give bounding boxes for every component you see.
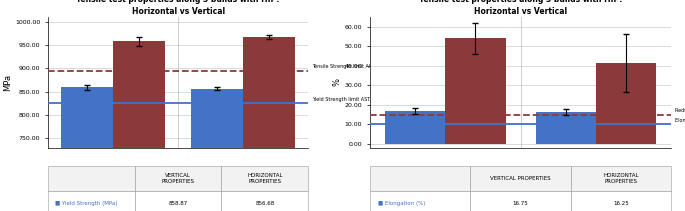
Bar bbox=[191, 88, 243, 211]
Y-axis label: %: % bbox=[333, 78, 342, 86]
Title: Tensile test properties along 3 builds with HIP:
Horizontal vs Vertical: Tensile test properties along 3 builds w… bbox=[77, 0, 279, 16]
Title: Tensile test properties along 3 builds with HIP:
Horizontal vs Vertical: Tensile test properties along 3 builds w… bbox=[419, 0, 622, 16]
Bar bbox=[596, 63, 656, 144]
Y-axis label: MPa: MPa bbox=[3, 74, 12, 91]
Text: Reduced area limit ASTM F2924: Reduced area limit ASTM F2924 bbox=[675, 108, 685, 113]
Bar bbox=[243, 37, 295, 211]
Bar bbox=[445, 38, 506, 144]
Text: Yield Strength limit ASTM F2924: Yield Strength limit ASTM F2924 bbox=[312, 97, 392, 102]
Bar bbox=[536, 112, 596, 144]
Bar bbox=[61, 88, 113, 211]
Bar bbox=[385, 111, 445, 144]
Text: Elongation limit ASTM F2924: Elongation limit ASTM F2924 bbox=[675, 118, 685, 123]
Bar bbox=[113, 41, 165, 211]
Text: Tensile Strength limit ASTM F2924: Tensile Strength limit ASTM F2924 bbox=[312, 64, 397, 69]
